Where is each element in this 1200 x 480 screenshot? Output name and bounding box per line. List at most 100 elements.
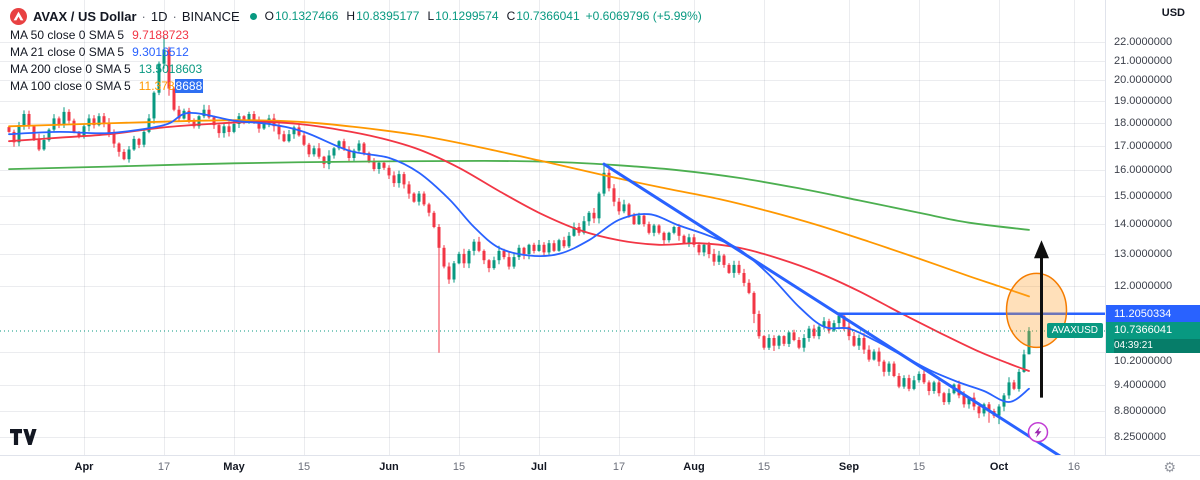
candle[interactable] <box>497 250 501 261</box>
candle[interactable] <box>207 109 211 118</box>
candle[interactable] <box>512 257 516 267</box>
candle[interactable] <box>372 161 376 170</box>
indicator-legend-ma50[interactable]: MA 50 close 0 SMA 5 9.7188723 <box>10 26 702 43</box>
currency-label[interactable]: USD <box>1161 7 1185 19</box>
candle[interactable] <box>252 114 256 121</box>
candle[interactable] <box>487 260 491 269</box>
candle[interactable] <box>227 126 231 132</box>
candle[interactable] <box>912 380 916 389</box>
candle[interactable] <box>802 338 806 348</box>
candle[interactable] <box>537 244 541 251</box>
candle[interactable] <box>987 404 991 412</box>
candle[interactable] <box>667 232 671 241</box>
candle[interactable] <box>632 215 636 225</box>
candle[interactable] <box>342 141 346 150</box>
candle[interactable] <box>727 264 731 273</box>
candle[interactable] <box>242 116 246 122</box>
candle[interactable] <box>567 235 571 247</box>
candle[interactable] <box>597 193 601 219</box>
candle[interactable] <box>307 144 311 155</box>
indicator-legend-ma200[interactable]: MA 200 close 0 SMA 5 13.5018603 <box>10 60 702 77</box>
candle[interactable] <box>902 378 906 387</box>
candle[interactable] <box>612 188 616 202</box>
candle[interactable] <box>862 338 866 350</box>
candle[interactable] <box>392 175 396 184</box>
candlestick-plot[interactable] <box>0 0 1200 455</box>
candle[interactable] <box>877 351 881 362</box>
exchange-label[interactable]: BINANCE <box>181 8 240 24</box>
candle[interactable] <box>602 172 606 194</box>
candle[interactable] <box>532 244 536 251</box>
interval-label[interactable]: 1D <box>150 8 168 24</box>
candle[interactable] <box>622 204 626 212</box>
candle[interactable] <box>467 250 471 264</box>
candle[interactable] <box>127 149 131 160</box>
candle[interactable] <box>652 225 656 233</box>
candle[interactable] <box>792 332 796 340</box>
candle[interactable] <box>52 118 56 130</box>
candle[interactable] <box>442 247 446 267</box>
candle[interactable] <box>347 149 351 159</box>
candle[interactable] <box>522 247 526 254</box>
candle[interactable] <box>617 201 621 212</box>
candle[interactable] <box>712 253 716 262</box>
candle[interactable] <box>757 314 761 337</box>
candle[interactable] <box>827 321 831 331</box>
ma-line-ma200[interactable] <box>8 159 1030 231</box>
candle[interactable] <box>232 124 236 132</box>
candle[interactable] <box>1017 371 1021 389</box>
candle[interactable] <box>837 315 841 324</box>
candle[interactable] <box>257 120 261 129</box>
ma-line-ma100[interactable] <box>8 119 1030 298</box>
candle[interactable] <box>857 338 861 346</box>
candle[interactable] <box>557 240 561 251</box>
candle[interactable] <box>817 326 821 337</box>
candle[interactable] <box>162 49 166 64</box>
candle[interactable] <box>37 138 41 150</box>
candle[interactable] <box>362 143 366 154</box>
candle[interactable] <box>977 406 981 414</box>
candle[interactable] <box>57 118 61 126</box>
candle[interactable] <box>607 172 611 189</box>
candle[interactable] <box>737 264 741 273</box>
candle[interactable] <box>732 264 736 273</box>
candle[interactable] <box>452 263 456 280</box>
candle[interactable] <box>217 125 221 134</box>
price-axis[interactable]: USD 11.2050334 10.7366041 04:39:21 22.00… <box>1105 0 1200 455</box>
candle[interactable] <box>797 340 801 348</box>
candle[interactable] <box>382 162 386 168</box>
candle[interactable] <box>492 260 496 269</box>
candle[interactable] <box>942 393 946 403</box>
candle[interactable] <box>27 114 31 127</box>
candle[interactable] <box>357 143 361 151</box>
candle[interactable] <box>517 247 521 258</box>
candle[interactable] <box>927 382 931 391</box>
candle[interactable] <box>587 212 591 222</box>
candle[interactable] <box>107 122 111 134</box>
candle[interactable] <box>882 361 886 372</box>
candle[interactable] <box>177 109 181 119</box>
trendline-drawing[interactable] <box>602 162 1064 455</box>
candle[interactable] <box>717 255 721 262</box>
candle[interactable] <box>282 134 286 142</box>
candle[interactable] <box>432 212 436 227</box>
candle[interactable] <box>147 118 151 132</box>
candle[interactable] <box>477 241 481 251</box>
candle[interactable] <box>502 250 506 258</box>
candle[interactable] <box>872 351 876 360</box>
candle[interactable] <box>687 237 691 244</box>
candle[interactable] <box>937 382 941 394</box>
candle[interactable] <box>192 120 196 127</box>
candle[interactable] <box>762 336 766 348</box>
candle[interactable] <box>322 156 326 165</box>
candle[interactable] <box>402 174 406 185</box>
candle[interactable] <box>832 323 836 331</box>
candle[interactable] <box>922 373 926 383</box>
candle[interactable] <box>507 257 511 267</box>
candle[interactable] <box>302 135 306 145</box>
candle[interactable] <box>637 215 641 225</box>
candle[interactable] <box>767 338 771 348</box>
candle[interactable] <box>132 138 136 150</box>
candle[interactable] <box>247 114 251 122</box>
candle[interactable] <box>997 406 1001 416</box>
